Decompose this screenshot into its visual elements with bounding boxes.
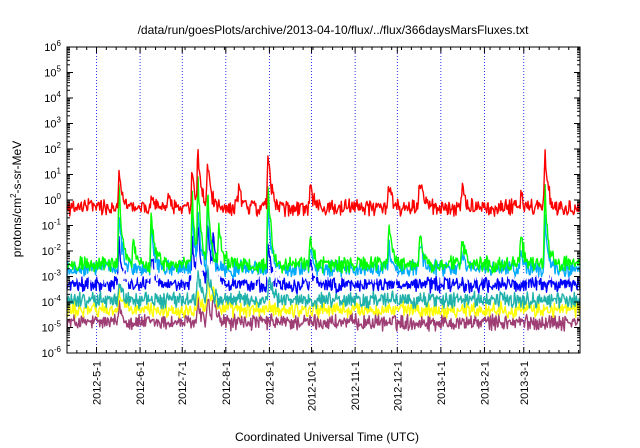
y-tick-base: 10	[44, 119, 56, 131]
y-tick-base: 10	[42, 221, 54, 233]
y-tick-label: 104	[44, 90, 61, 105]
y-axis-label-main: protons/cm	[10, 198, 24, 257]
y-tick-label: 105	[44, 65, 61, 80]
x-axis-label: Coordinated Universal Time (UTC)	[235, 430, 419, 444]
x-tick-label: 2013-3-1	[519, 361, 531, 405]
y-tick-base: 10	[44, 42, 56, 54]
y-tick-label: 10-1	[42, 218, 62, 233]
y-tick-label: 10-6	[42, 345, 62, 360]
series-line-0	[66, 294, 581, 332]
y-tick-base: 10	[44, 93, 56, 105]
series-line-1	[66, 279, 581, 319]
x-tick-label: 2013-2-1	[479, 361, 491, 405]
x-tick-label: 2013-1-1	[436, 361, 448, 405]
y-tick-exponent: -2	[54, 243, 62, 252]
chart-title: /data/run/goesPlots/archive/2013-04-10/f…	[138, 23, 530, 37]
axis-ticks	[66, 46, 580, 354]
series-line-2	[66, 264, 581, 310]
y-tick-exponent: -1	[54, 218, 62, 227]
y-tick-base: 10	[44, 170, 56, 182]
y-tick-exponent: -3	[54, 269, 62, 278]
x-tick-label: 2012-11-1	[350, 361, 362, 410]
y-axis-label-rest: -s-sr-MeV	[10, 141, 24, 194]
x-tick-labels: 2012-5-1 2012-6-1 2012-7-1 2012-8-1 2012-9-1…	[92, 361, 531, 411]
y-tick-base: 10	[44, 144, 56, 156]
y-tick-base: 10	[42, 272, 54, 284]
y-tick-label: 106	[44, 39, 61, 54]
y-tick-label: 10-5	[42, 320, 62, 335]
y-tick-exponent: 5	[57, 65, 62, 74]
y-tick-exponent: 6	[57, 39, 62, 48]
y-tick-exponent: 0	[57, 192, 62, 201]
y-tick-label: 102	[44, 141, 61, 156]
y-tick-base: 10	[44, 195, 56, 207]
y-axis-label-sup: 2	[9, 193, 18, 198]
y-tick-base: 10	[44, 68, 56, 80]
series-line-3	[66, 225, 581, 295]
y-tick-base: 10	[42, 297, 54, 309]
y-tick-exponent: -5	[54, 320, 62, 329]
y-tick-base: 10	[42, 348, 54, 360]
y-tick-exponent: 1	[57, 167, 62, 176]
y-tick-exponent: -4	[54, 294, 62, 303]
y-tick-base: 10	[42, 246, 54, 258]
y-tick-labels: 10-610-510-410-310-210-11001011021031041…	[42, 39, 62, 360]
x-tick-label: 2012-8-1	[221, 361, 233, 405]
y-tick-exponent: 2	[57, 141, 62, 150]
y-tick-label: 100	[44, 192, 61, 207]
y-tick-label: 10-2	[42, 243, 62, 258]
y-tick-label: 10-4	[42, 294, 62, 309]
series-line-7	[66, 148, 581, 218]
x-tick-label: 2012-12-1	[392, 361, 404, 411]
y-tick-base: 10	[42, 323, 54, 335]
x-tick-label: 2012-6-1	[135, 361, 147, 405]
y-tick-exponent: 3	[57, 116, 62, 125]
y-axis-label: protons/cm2-s-sr-MeV	[9, 141, 24, 257]
y-tick-exponent: 4	[57, 90, 62, 99]
x-tick-label: 2012-10-1	[307, 361, 319, 411]
x-tick-label: 2012-5-1	[92, 361, 104, 405]
series-group	[66, 148, 581, 332]
y-tick-label: 10-3	[42, 269, 62, 284]
y-tick-exponent: -6	[54, 345, 62, 354]
y-tick-label: 103	[44, 116, 61, 131]
x-tick-label: 2012-7-1	[177, 361, 189, 405]
x-tick-label: 2012-9-1	[264, 361, 276, 405]
y-tick-label: 101	[44, 167, 61, 182]
series-line-6	[66, 176, 581, 274]
